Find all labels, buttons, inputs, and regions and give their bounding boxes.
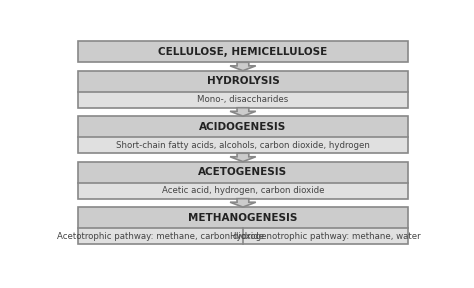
Bar bbox=[78, 207, 408, 228]
Bar bbox=[78, 162, 408, 199]
Text: Acetic acid, hydrogen, carbon dioxide: Acetic acid, hydrogen, carbon dioxide bbox=[162, 186, 324, 195]
Text: Mono-, disaccharides: Mono-, disaccharides bbox=[197, 95, 289, 104]
Text: Short-chain fatty acids, alcohols, carbon dioxide, hydrogen: Short-chain fatty acids, alcohols, carbo… bbox=[116, 141, 370, 150]
Bar bbox=[78, 183, 408, 199]
Polygon shape bbox=[230, 153, 256, 162]
Bar bbox=[78, 116, 408, 153]
Text: CELLULOSE, HEMICELLULOSE: CELLULOSE, HEMICELLULOSE bbox=[158, 47, 328, 57]
Bar bbox=[78, 71, 408, 92]
Bar bbox=[78, 162, 408, 183]
Polygon shape bbox=[230, 199, 256, 207]
Bar bbox=[78, 41, 408, 62]
Bar bbox=[78, 207, 408, 244]
Text: ACETOGENESIS: ACETOGENESIS bbox=[198, 167, 288, 177]
Polygon shape bbox=[230, 108, 256, 116]
Bar bbox=[78, 137, 408, 153]
Bar bbox=[78, 116, 408, 137]
Text: HYDROLYSIS: HYDROLYSIS bbox=[207, 76, 279, 86]
Bar bbox=[78, 92, 408, 108]
Polygon shape bbox=[230, 62, 256, 71]
Text: Hydrogenotrophic pathway: methane, water: Hydrogenotrophic pathway: methane, water bbox=[230, 232, 421, 241]
Text: Acetotrophic pathway: methane, carbon dioxide: Acetotrophic pathway: methane, carbon di… bbox=[57, 232, 264, 241]
Bar bbox=[78, 71, 408, 108]
Bar bbox=[78, 228, 408, 244]
Text: METHANOGENESIS: METHANOGENESIS bbox=[188, 213, 298, 223]
Text: ACIDOGENESIS: ACIDOGENESIS bbox=[199, 122, 287, 132]
